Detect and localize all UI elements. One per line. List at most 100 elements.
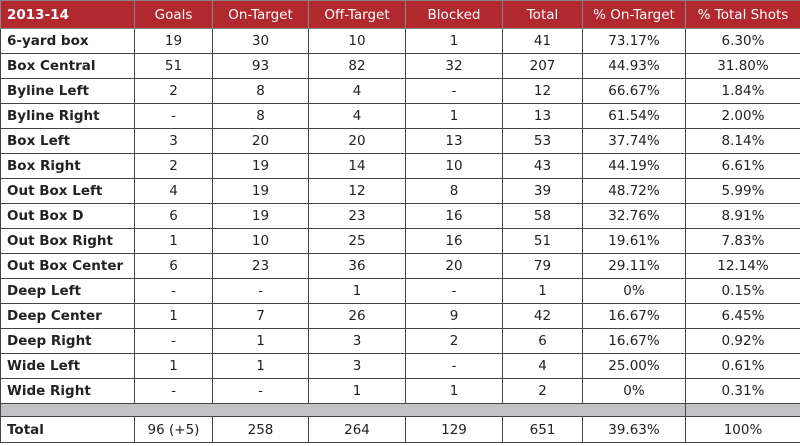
data-cell: 23 [308,203,406,229]
data-row: Out Box Left 4 19 12 8 39 48.72% 5.99% [0,178,800,204]
zone-label: Deep Left [0,278,135,304]
data-row: Out Box Center 6 23 36 20 79 29.11% 12.14% [0,253,800,279]
data-cell: 7 [212,303,309,329]
data-cell: 19 [212,178,309,204]
data-cell: 0.61% [685,353,800,379]
table-body: 6-yard box 19 30 10 1 41 73.17% 6.30% Box Centra… [0,28,800,443]
data-cell: 25.00% [582,353,686,379]
header-cell: % On-Target [582,0,686,29]
data-cell: 8.14% [685,128,800,154]
data-cell: 23 [212,253,309,279]
data-cell: 26 [308,303,406,329]
data-cell: 0% [582,378,686,404]
data-cell: 19.61% [582,228,686,254]
data-cell: 2 [134,78,213,104]
data-cell: 0.15% [685,278,800,304]
data-cell: 1 [308,378,406,404]
data-cell: 39 [502,178,583,204]
data-cell: 1.84% [685,78,800,104]
data-cell: 61.54% [582,103,686,129]
data-cell: 2.00% [685,103,800,129]
data-cell: 1 [212,328,309,354]
data-cell: - [134,378,213,404]
data-cell: 13 [405,128,503,154]
data-cell: 51 [502,228,583,254]
data-cell: 30 [212,28,309,54]
data-cell: 3 [308,328,406,354]
data-row: Box Right 2 19 14 10 43 44.19% 6.61% [0,153,800,179]
data-cell: 31.80% [685,53,800,79]
data-cell: 1 [308,278,406,304]
data-cell: 2 [502,378,583,404]
data-cell: 0% [582,278,686,304]
data-cell: 20 [212,128,309,154]
data-cell: 32.76% [582,203,686,229]
total-label: Total [0,416,135,443]
data-cell: 4 [308,103,406,129]
data-cell: 16.67% [582,303,686,329]
data-cell: 2 [405,328,503,354]
data-cell: 6 [134,203,213,229]
data-cell: 53 [502,128,583,154]
data-cell: 10 [308,28,406,54]
data-cell: 20 [308,128,406,154]
data-cell: 58 [502,203,583,229]
data-cell: 10 [212,228,309,254]
data-row: 6-yard box 19 30 10 1 41 73.17% 6.30% [0,28,800,54]
data-cell: 14 [308,153,406,179]
data-cell: 7.83% [685,228,800,254]
data-cell: 2 [134,153,213,179]
data-cell: 1 [134,353,213,379]
data-row: Byline Left 2 8 4-12 66.67% 1.84% [0,78,800,104]
total-cell: 264 [308,416,406,443]
zone-label: Out Box Left [0,178,135,204]
data-cell: 51 [134,53,213,79]
zone-label: Box Right [0,153,135,179]
total-cell: 100% [685,416,800,443]
data-cell: 1 [212,353,309,379]
header-cell: % Total Shots [685,0,800,29]
data-cell: 6 [502,328,583,354]
header-cell: On-Target [212,0,309,29]
data-cell: 4 [502,353,583,379]
total-cell: 258 [212,416,309,443]
total-cell: 96 (+5) [134,416,213,443]
data-cell: 4 [308,78,406,104]
data-cell: 8 [212,103,309,129]
data-cell: - [405,353,503,379]
data-row: Byline Right -8 4 1 13 61.54% 2.00% [0,103,800,129]
zone-label: Wide Left [0,353,135,379]
data-cell: 29.11% [582,253,686,279]
data-cell: 16.67% [582,328,686,354]
data-cell: 1 [134,228,213,254]
header-cell: 2013-14 [0,0,135,29]
total-cell: 39.63% [582,416,686,443]
data-cell: 12.14% [685,253,800,279]
data-row: Deep Left - -1-1 0% 0.15% [0,278,800,304]
zone-label: Deep Right [0,328,135,354]
data-cell: 5.99% [685,178,800,204]
zone-label: Out Box Right [0,228,135,254]
data-cell: 1 [405,28,503,54]
data-cell: 1 [134,303,213,329]
data-cell: - [134,103,213,129]
data-cell: 43 [502,153,583,179]
data-cell: 8 [212,78,309,104]
data-row: Out Box Right 1 10 25 16 51 19.61% 7.83% [0,228,800,254]
separator-cell [685,403,800,417]
data-cell: 0.31% [685,378,800,404]
data-cell: 73.17% [582,28,686,54]
zone-label: Byline Right [0,103,135,129]
data-cell: 37.74% [582,128,686,154]
total-row: Total 96 (+5) 258 264 129 651 39.63% 100% [0,416,800,443]
data-cell: - [405,278,503,304]
data-cell: 207 [502,53,583,79]
data-cell: - [134,328,213,354]
zone-label: Out Box Center [0,253,135,279]
header-row: 2013-14 Goals On-Target Off-Target Blocked To… [0,0,800,29]
data-cell: 19 [212,203,309,229]
data-cell: 44.93% [582,53,686,79]
zone-label: Box Left [0,128,135,154]
data-cell: 93 [212,53,309,79]
